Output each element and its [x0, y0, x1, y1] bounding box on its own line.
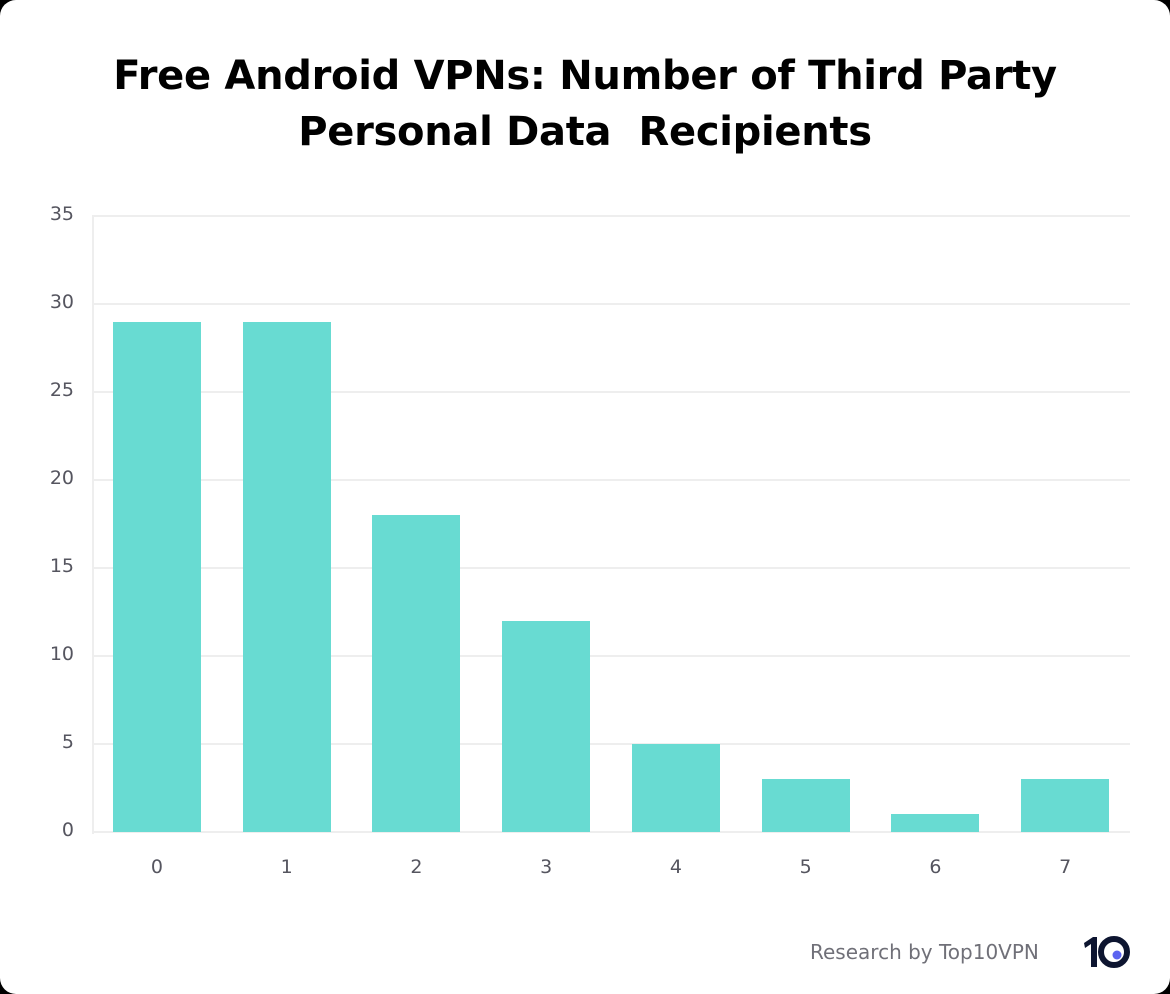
chart-title: Free Android VPNs: Number of Third Party… — [0, 48, 1170, 160]
top10vpn-logo-icon — [1084, 936, 1130, 968]
y-tick-label: 5 — [61, 731, 74, 753]
bar-4 — [631, 744, 720, 832]
x-tick-label: 6 — [929, 856, 942, 878]
gridline — [92, 567, 1130, 569]
y-axis-line — [92, 216, 94, 834]
x-tick-label: 4 — [669, 856, 682, 878]
y-tick-label: 0 — [61, 819, 74, 841]
x-tick-label: 3 — [540, 856, 553, 878]
y-tick-label: 10 — [49, 643, 74, 665]
x-tick-label: 0 — [150, 856, 163, 878]
gridline — [92, 831, 1130, 833]
gridline — [92, 479, 1130, 481]
bar-1 — [242, 321, 331, 832]
x-tick-label: 1 — [280, 856, 293, 878]
chart-title-line-1: Free Android VPNs: Number of Third Party — [113, 53, 1057, 99]
x-tick-label: 7 — [1059, 856, 1072, 878]
bar-3 — [502, 620, 591, 832]
gridline — [92, 391, 1130, 393]
x-tick-label: 2 — [410, 856, 423, 878]
y-tick-label: 20 — [49, 467, 74, 489]
bar-6 — [891, 814, 980, 832]
bar-7 — [1021, 779, 1110, 832]
research-credit: Research by Top10VPN — [810, 940, 1039, 964]
plot-area — [92, 215, 1130, 834]
y-tick-label: 15 — [49, 555, 74, 577]
bar-2 — [372, 515, 461, 832]
y-tick-label: 25 — [49, 379, 74, 401]
y-tick-label: 30 — [49, 291, 74, 313]
gridline — [92, 743, 1130, 745]
gridline — [92, 655, 1130, 657]
bar-0 — [112, 321, 201, 832]
gridline — [92, 215, 1130, 217]
y-tick-label: 35 — [49, 203, 74, 225]
chart-title-line-2: Personal Data Recipients — [298, 109, 872, 155]
gridline — [92, 303, 1130, 305]
bar-5 — [761, 779, 850, 832]
x-tick-label: 5 — [799, 856, 812, 878]
